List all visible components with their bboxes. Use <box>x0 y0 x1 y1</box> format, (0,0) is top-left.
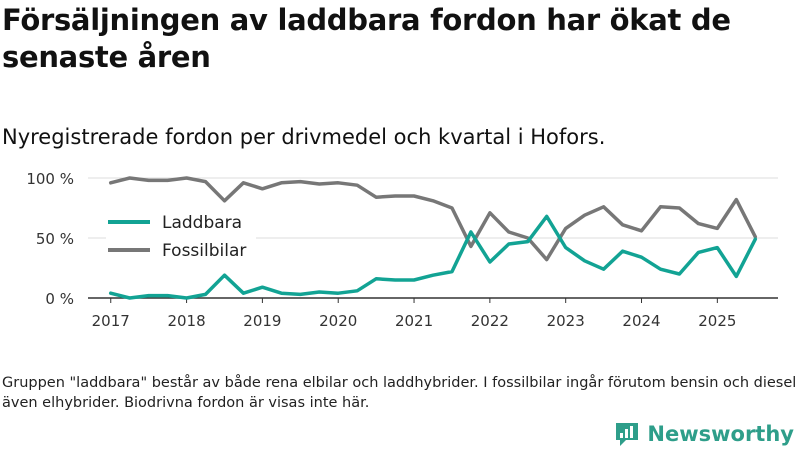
y-tick-label: 50 % <box>36 230 74 248</box>
x-tick-label: 2021 <box>395 312 433 330</box>
line-chart: 0 % 50 % 100 % 2017 2018 2019 2020 2021 2022 202… <box>26 170 778 330</box>
x-tick-label: 2018 <box>167 312 205 330</box>
chart-title: Försäljningen av laddbara fordon har öka… <box>2 3 731 74</box>
brand-name: Newsworthy <box>647 422 794 446</box>
x-tick-label: 2019 <box>243 312 281 330</box>
x-tick-label: 2023 <box>547 312 585 330</box>
footnote: Gruppen "laddbara" består av både rena e… <box>2 375 797 411</box>
x-tick-label: 2022 <box>471 312 509 330</box>
chart-legend: Laddbara Fossilbilar <box>106 213 256 272</box>
x-axis-ticks: 2017 2018 2019 2020 2021 2022 2023 2024 2025 <box>92 298 736 330</box>
bar-chart-logo-icon <box>616 423 639 446</box>
y-tick-label: 0 % <box>45 290 74 308</box>
y-axis-ticks: 0 % 50 % 100 % <box>26 170 74 308</box>
chart-series <box>108 176 758 300</box>
x-tick-label: 2024 <box>622 312 660 330</box>
y-tick-label: 100 % <box>26 170 74 188</box>
x-tick-label: 2020 <box>319 312 357 330</box>
chart-subtitle: Nyregistrerade fordon per drivmedel och … <box>2 125 606 149</box>
brand-logo: Newsworthy <box>614 420 794 448</box>
legend-label: Laddbara <box>162 213 242 233</box>
series-line-laddbara <box>108 214 758 300</box>
x-tick-label: 2017 <box>92 312 130 330</box>
legend-label: Fossilbilar <box>162 241 246 261</box>
x-tick-label: 2025 <box>698 312 736 330</box>
series-line-fossilbilar <box>108 176 758 262</box>
